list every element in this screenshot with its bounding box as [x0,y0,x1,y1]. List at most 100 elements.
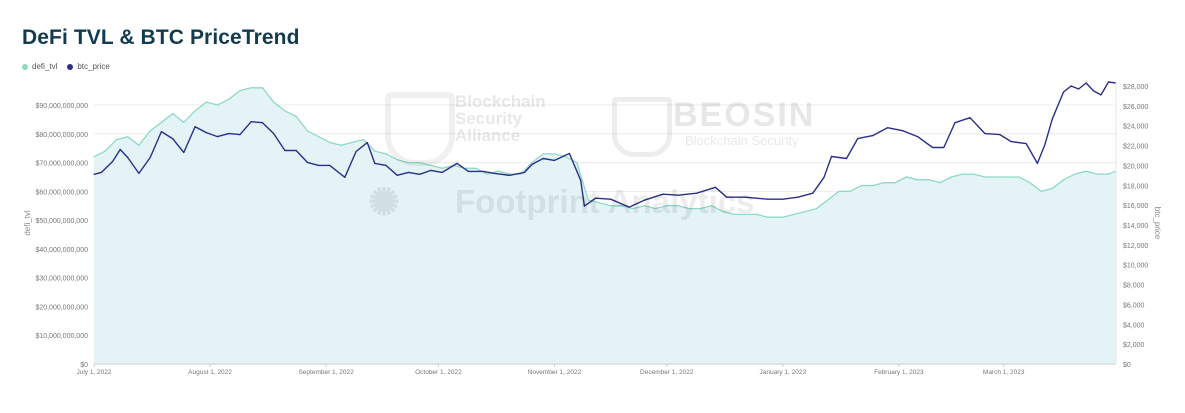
defi-tvl-point [374,150,376,152]
btc-price-point [726,196,728,198]
btc-price-point [374,162,376,164]
btc-price-point [531,163,533,165]
defi-tvl-point [827,199,829,201]
defi-tvl-point [1029,182,1031,184]
defi-tvl-point [961,173,964,175]
x-tick-label: October 1, 2022 [415,369,462,376]
defi-tvl-point [973,173,975,175]
btc-price-point [183,151,185,154]
defi-tvl-point [621,205,623,207]
defi-tvl-point [849,190,851,192]
defi-tvl-point [767,216,769,218]
y-right-tick-label: $26,000 [1123,104,1148,111]
legend: defi_tvl btc_price [22,62,110,71]
y-right-tick-label: $0 [1123,362,1131,369]
btc-price-point [542,157,544,160]
btc-price-point [93,173,95,175]
defi-tvl-point [430,164,432,166]
x-tick-label: July 1, 2022 [76,369,111,376]
btc-price-point [767,198,769,200]
btc-price-point [482,170,484,172]
defi-tvl-point [587,199,589,201]
btc-price-point [306,161,308,163]
defi-tvl-point [385,153,387,155]
defi-tvl-point [872,185,874,187]
defi-tvl-point [172,113,174,115]
btc-price-point [797,196,799,198]
btc-price-point [329,164,331,166]
y-left-tick-label: $50,000,000,000 [35,218,88,225]
defi-tvl-point [93,156,95,158]
btc-price-point [261,122,264,124]
btc-price-point [441,171,443,173]
btc-price-point [407,171,410,173]
defi-tvl-point [508,173,511,175]
btc-price-point [568,152,571,155]
btc-price-point [344,176,346,178]
btc-price-point [969,117,971,119]
y-left-tick-label: $30,000,000,000 [35,276,88,283]
btc-price-point [112,160,114,162]
btc-price-point [902,130,904,132]
defi-tvl-point [295,115,297,118]
btc-price-point [1025,143,1027,145]
btc-price-point [553,159,556,161]
y-right-tick-label: $12,000 [1123,243,1148,250]
defi-tvl-point [711,205,713,207]
defi-tvl-point [104,150,106,152]
defi-tvl-line [93,87,1117,218]
legend-label-defi-tvl: defi_tvl [32,62,58,71]
defi-tvl-point [205,101,207,103]
y-right-tick-label: $20,000 [1123,163,1148,170]
legend-item-btc-price[interactable]: btc_price [67,62,110,71]
btc-price-point [284,149,286,152]
btc-price-point [149,156,151,159]
defi-tvl-point [284,110,286,112]
x-tick-label: August 1, 2022 [188,369,232,376]
legend-swatch-defi-tvl [22,63,28,70]
defi-tvl-point [688,208,690,210]
legend-label-btc-price: btc_price [77,62,110,71]
btc-price-point [456,162,458,164]
defi-tvl-point [699,208,702,210]
defi-tvl-point [441,167,443,169]
btc-price-point [857,138,859,140]
btc-price-point [318,164,320,166]
btc-price-point [782,198,784,200]
defi-tvl-point [666,205,668,207]
btc-price-point [943,146,945,149]
chart-title: DeFi TVL & BTC PriceTrend [22,26,300,49]
y-left-tick-label: $0 [80,362,88,369]
btc-price-point [1070,85,1072,87]
defi-tvl-point [905,176,908,178]
btc-price-point [1063,91,1065,93]
btc-price-point [127,156,129,159]
defi-tvl-point [654,208,657,210]
btc-price-point [887,127,889,129]
btc-price-point [1100,94,1102,96]
defi-tvl-point [329,141,331,143]
defi-tvl-point [351,141,353,143]
y-right-tick-label: $2,000 [1123,342,1145,349]
btc-price-point [119,148,121,151]
defi-tvl-point [1107,173,1110,175]
legend-item-defi-tvl[interactable]: defi_tvl [22,62,57,71]
btc-price-point [250,121,252,123]
btc-price-point [1078,88,1080,90]
defi-tvl-point [610,205,612,207]
defi-tvl-point [486,173,488,175]
btc-price-point [872,135,874,137]
y-right-tick-label: $10,000 [1123,263,1148,270]
btc-price-point [295,149,297,152]
defi-tvl-point [917,179,919,181]
defi-tvl-point [318,136,320,138]
defi-tvl-point [815,208,818,210]
btc-price-point [823,176,825,178]
y-right-tick-label: $22,000 [1123,144,1148,151]
defi-tvl-point [744,213,747,215]
defi-tvl-point [782,216,784,218]
defi-tvl-point [407,162,410,164]
defi-tvl-point [793,213,795,215]
defi-tvl-point [598,202,601,204]
btc-price-point [138,172,140,174]
